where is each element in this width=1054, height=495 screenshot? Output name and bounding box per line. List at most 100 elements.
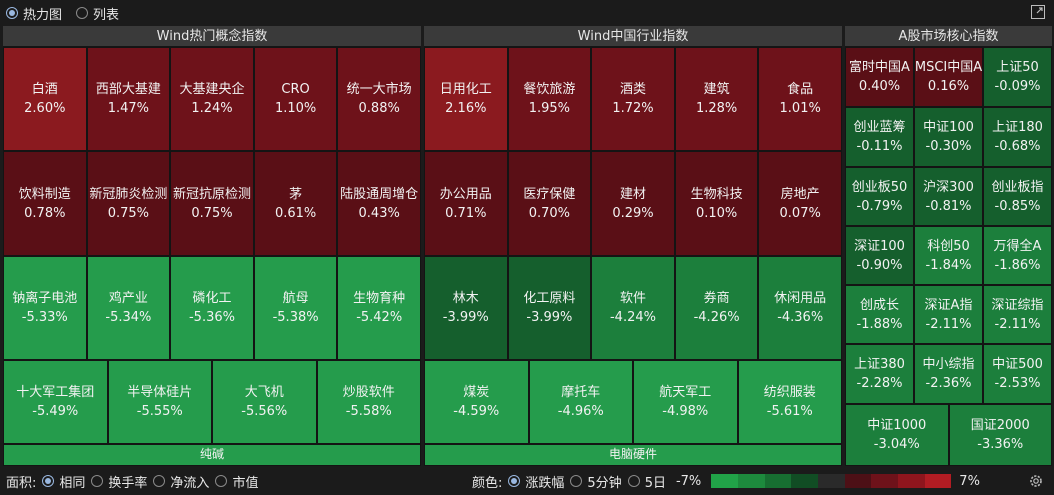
cell-name: 大飞机 — [244, 385, 284, 400]
cell-name: 大基建央企 — [179, 82, 245, 97]
heatmap-cell[interactable]: 十大军工集团 -5.49% — [3, 360, 108, 444]
heatmap-cell[interactable]: 半导体硅片 -5.55% — [107, 360, 212, 444]
heatmap-cell[interactable]: 券商 -4.26% — [674, 256, 759, 360]
heatmap-cell[interactable]: 饮料制造 0.78% — [3, 151, 87, 256]
heatmap-cell[interactable]: 钠离子电池 -5.33% — [3, 256, 87, 360]
heatmap-cell[interactable]: 建材 0.29% — [591, 151, 675, 256]
cell-percent: 0.75% — [191, 205, 233, 221]
cell-percent: 0.71% — [445, 205, 487, 221]
cell-name: 中小综指 — [922, 357, 975, 372]
heatmap-cell[interactable]: 沪深300 -0.81% — [914, 167, 983, 226]
heatmap-cell[interactable]: 日用化工 2.16% — [424, 47, 508, 151]
heatmap-cell[interactable]: 创成长 -1.88% — [845, 285, 914, 344]
heatmap-cell-footer[interactable]: 电脑硬件 — [424, 444, 842, 466]
heatmap-cell[interactable]: MSCI中国A 0.16% — [914, 47, 983, 107]
cell-name: 航母 — [282, 291, 309, 306]
heatmap-cell[interactable]: 房地产 0.07% — [758, 151, 842, 256]
heatmap-cell[interactable]: 食品 1.01% — [758, 47, 842, 151]
radio-icon — [76, 7, 89, 19]
cell-percent: 1.01% — [779, 101, 821, 116]
heatmap-cell[interactable]: 创业板指 -0.85% — [983, 167, 1052, 226]
area-option-same[interactable]: 相同 — [42, 472, 85, 491]
heatmap-cell[interactable]: 生物育种 -5.42% — [337, 256, 421, 360]
cell-name: 深证综指 — [991, 297, 1044, 313]
heatmap-cell[interactable]: 酒类 1.72% — [591, 47, 675, 151]
heatmap-cell[interactable]: 休闲用品 -4.36% — [758, 256, 842, 360]
heatmap-cell[interactable]: 办公用品 0.71% — [424, 151, 508, 256]
radio-icon — [508, 475, 521, 487]
heatmap-cell[interactable]: 创业板50 -0.79% — [845, 167, 914, 226]
heatmap-cell[interactable]: 化工原料 -3.99% — [507, 256, 592, 360]
color-option-5min[interactable]: 5分钟 — [570, 472, 622, 491]
heatmap-cell[interactable]: 航母 -5.38% — [253, 256, 338, 360]
cell-name: 万得全A — [993, 238, 1042, 254]
cell-percent: -4.26% — [693, 310, 740, 325]
heatmap-cell[interactable]: 富时中国A 0.40% — [845, 47, 914, 107]
heatmap-cell[interactable]: 炒股软件 -5.58% — [316, 360, 421, 444]
cell-name: 深证A指 — [924, 297, 973, 313]
heatmap-cell[interactable]: 西部大基建 1.47% — [86, 47, 171, 151]
heatmap-cell[interactable]: 中证100 -0.30% — [914, 107, 983, 167]
expand-icon[interactable] — [1030, 4, 1046, 20]
heatmap-cell[interactable]: CRO 1.10% — [253, 47, 338, 151]
area-option-label: 市值 — [232, 475, 259, 491]
heatmap-cell[interactable]: 中证500 -2.53% — [983, 344, 1052, 404]
heatmap-cell[interactable]: 上证380 -2.28% — [845, 344, 914, 404]
heatmap-cell[interactable]: 软件 -4.24% — [591, 256, 675, 360]
heatmap-cell[interactable]: 林木 -3.99% — [424, 256, 508, 360]
heatmap-cell[interactable]: 陆股通周增仓 0.43% — [337, 151, 421, 256]
heatmap-cell[interactable]: 万得全A -1.86% — [983, 226, 1052, 285]
heatmap-cell[interactable]: 中证1000 -3.04% — [845, 404, 949, 466]
area-option-market-cap[interactable]: 市值 — [215, 472, 258, 491]
heatmap-cell[interactable]: 国证2000 -3.36% — [948, 404, 1052, 466]
heatmap-cell[interactable]: 上证50 -0.09% — [983, 47, 1052, 107]
heatmap-cell[interactable]: 统一大市场 0.88% — [337, 47, 421, 151]
heatmap-cell[interactable]: 医疗保健 0.70% — [507, 151, 592, 256]
heatmap-cell[interactable]: 新冠肺炎检测 0.75% — [86, 151, 171, 256]
cell-percent: 1.95% — [528, 101, 571, 116]
heatmap-cell[interactable]: 煤炭 -4.59% — [424, 360, 529, 444]
heatmap-cell[interactable]: 科创50 -1.84% — [914, 226, 983, 285]
heatmap-cell[interactable]: 大飞机 -5.56% — [212, 360, 317, 444]
heatmap-cell[interactable]: 深证A指 -2.11% — [914, 285, 983, 344]
scale-segment — [711, 474, 738, 488]
area-option-net-inflow[interactable]: 净流入 — [153, 472, 209, 491]
gear-icon[interactable] — [1028, 473, 1044, 489]
heatmap-cells: 富时中国A 0.40% MSCI中国A 0.16% 上证50 -0.09% 创业蓝筹 -0.1… — [845, 47, 1052, 466]
heatmap-cell[interactable]: 上证180 -0.68% — [983, 107, 1052, 167]
heatmap-cell[interactable]: 新冠抗原检测 0.75% — [170, 151, 254, 256]
heatmap-cell[interactable]: 创业蓝筹 -0.11% — [845, 107, 914, 167]
cell-percent: -4.24% — [609, 310, 656, 325]
cell-name: 上证50 — [996, 60, 1039, 75]
color-option-change[interactable]: 涨跌幅 — [508, 472, 564, 491]
heatmap-cell[interactable]: 深证100 -0.90% — [845, 226, 914, 285]
heatmap-cell[interactable]: 生物科技 0.10% — [674, 151, 759, 256]
heatmap-cell[interactable]: 白酒 2.60% — [3, 47, 87, 151]
heatmap-cell[interactable]: 摩托车 -4.96% — [528, 360, 633, 444]
cell-percent: -3.04% — [873, 437, 920, 452]
view-option-heatmap[interactable]: 热力图 — [6, 4, 62, 23]
heatmap-cell[interactable]: 中小综指 -2.36% — [914, 344, 983, 404]
heatmap-cell[interactable]: 磷化工 -5.36% — [170, 256, 254, 360]
heatmap-cell[interactable]: 鸡产业 -5.34% — [86, 256, 171, 360]
heatmap-cell[interactable]: 纺织服装 -5.61% — [737, 360, 842, 444]
area-option-turnover[interactable]: 换手率 — [91, 472, 147, 491]
cell-name: 磷化工 — [192, 291, 232, 306]
cell-percent: -0.68% — [994, 139, 1041, 154]
cell-name: 中证1000 — [867, 418, 927, 433]
heatmap-cell[interactable]: 茅 0.61% — [253, 151, 338, 256]
heatmap-cell[interactable]: 深证综指 -2.11% — [983, 285, 1052, 344]
cell-name: 食品 — [787, 82, 814, 97]
heatmap-cell[interactable]: 大基建央企 1.24% — [170, 47, 254, 151]
heatmap-cell[interactable]: 餐饮旅游 1.95% — [507, 47, 592, 151]
view-option-list[interactable]: 列表 — [76, 4, 119, 23]
view-toggle-bar: 热力图 列表 — [0, 0, 1054, 26]
cell-name: 化工原料 — [523, 291, 576, 306]
heatmap-cell-footer[interactable]: 纯碱 — [3, 444, 421, 466]
heatmap-cell[interactable]: 航天军工 -4.98% — [633, 360, 738, 444]
bottom-toolbar: 面积: 相同 换手率 净流入 市值 颜色: 涨跌幅 5分钟 5日 — [0, 467, 1054, 495]
color-option-5day[interactable]: 5日 — [627, 472, 666, 491]
cell-percent: -1.84% — [925, 257, 972, 273]
heatmap-cell[interactable]: 建筑 1.28% — [674, 47, 759, 151]
cell-name: 白酒 — [31, 82, 58, 97]
